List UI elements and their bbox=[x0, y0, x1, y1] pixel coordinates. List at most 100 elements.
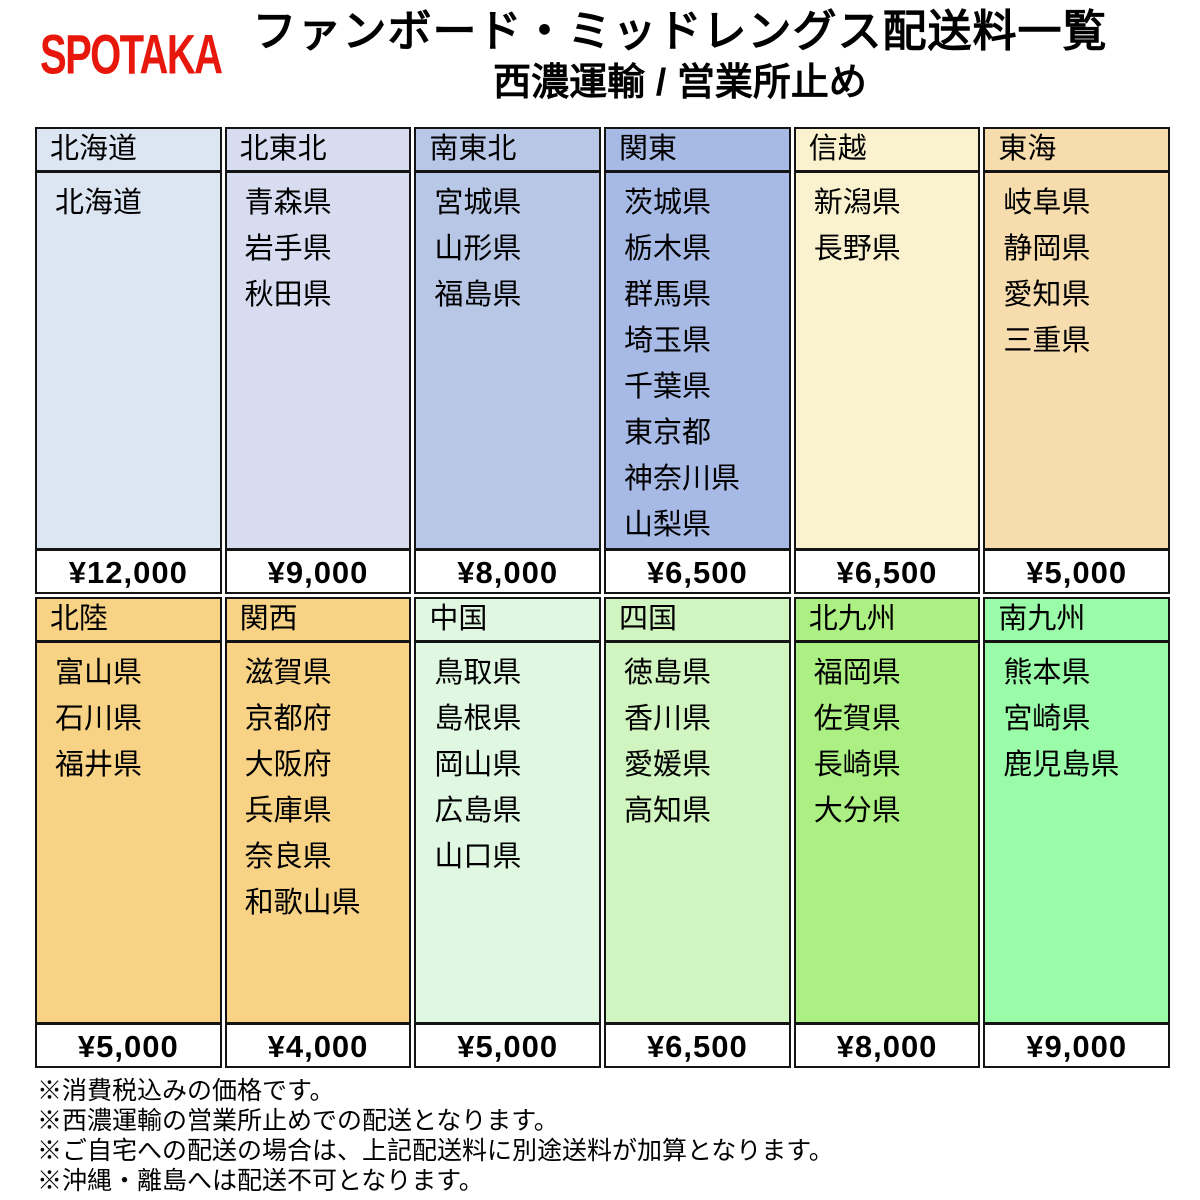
prefecture-item: 京都府 bbox=[244, 703, 332, 735]
region-column: 信越 新潟県 長野県 ¥6,500 bbox=[793, 127, 981, 594]
prefecture-item: 福井県 bbox=[55, 749, 143, 781]
prefecture-list: 熊本県宮崎県鹿児島県 bbox=[985, 643, 1168, 1022]
prefecture-list: 青森県 岩手県 秋田県 bbox=[227, 173, 410, 548]
spotaka-logo: SPOTAKA bbox=[40, 23, 223, 86]
region-column: 北海道 北海道 ¥12,000 bbox=[35, 127, 222, 594]
region-group-north: 北海道 北海道 ¥12,000 北東北 青森県岩手県秋田県 ¥9,000 南東北… bbox=[35, 127, 1171, 594]
prefecture-list: 鳥取県 島根県 岡山県 広島県 山口県 bbox=[416, 643, 599, 1022]
region-column: 北陸 富山県石川県福井県 ¥5,000 bbox=[35, 597, 222, 1068]
prefecture-item: 秋田県 bbox=[244, 279, 332, 311]
prefecture-item: 茨城県 bbox=[624, 187, 712, 219]
prefecture-item: 福島県 bbox=[434, 279, 522, 311]
price-cell: ¥5,000 bbox=[37, 1022, 220, 1066]
prefecture-item: 兵庫県 bbox=[244, 795, 332, 827]
page-header: ファンボード・ミッドレングス配送料一覧 西濃運輸 / 営業所止め bbox=[175, 4, 1185, 106]
prefecture-list: 新潟県 長野県 bbox=[796, 173, 979, 548]
notes: ※消費税込みの価格です。 ※西濃運輸の営業所止めでの配送となります。 ※ご自宅への配… bbox=[37, 1076, 1177, 1196]
prefecture-item: 滋賀県 bbox=[244, 657, 332, 689]
prefecture-item: 山口県 bbox=[434, 841, 522, 873]
prefecture-item: 愛知県 bbox=[1003, 279, 1091, 311]
prefecture-list: 徳島県香川県愛媛県高知県 bbox=[606, 643, 789, 1022]
price-cell: ¥8,000 bbox=[416, 548, 600, 592]
region-column: 関東 茨城県 栃木県 群馬県 埼玉県 千葉県 東京都 神奈川県 山梨県 ¥6,500 bbox=[604, 127, 791, 594]
region-header: 南東北 bbox=[416, 129, 600, 173]
region-column: 中国 鳥取県 島根県 岡山県 広島県 山口県 ¥5,000 bbox=[414, 597, 602, 1068]
note-item: ※消費税込みの価格です。 bbox=[37, 1077, 335, 1105]
prefecture-item: 山形県 bbox=[434, 233, 522, 265]
prefecture-item: 栃木県 bbox=[624, 233, 712, 265]
page-subtitle: 西濃運輸 / 営業所止め bbox=[493, 62, 867, 104]
price-cell: ¥5,000 bbox=[985, 548, 1169, 592]
price-cell: ¥9,000 bbox=[985, 1022, 1169, 1066]
prefecture-item: 広島県 bbox=[434, 795, 522, 827]
region-column: 四国 徳島県香川県愛媛県高知県 ¥6,500 bbox=[604, 597, 791, 1068]
price-cell: ¥9,000 bbox=[226, 548, 410, 592]
prefecture-item: 宮崎県 bbox=[1003, 703, 1091, 735]
note-item: ※沖縄・離島へは配送不可となります。 bbox=[37, 1167, 484, 1195]
prefecture-item: 岡山県 bbox=[434, 749, 522, 781]
prefecture-list: 宮城県 山形県 福島県 bbox=[416, 173, 599, 548]
region-column: 北九州 福岡県佐賀県長崎県大分県 ¥8,000 bbox=[793, 597, 981, 1068]
prefecture-list: 富山県 石川県 福井県 bbox=[37, 643, 220, 1022]
region-column: 南九州 熊本県宮崎県鹿児島県 ¥9,000 bbox=[983, 597, 1171, 1068]
region-header: 南九州 bbox=[985, 599, 1169, 643]
region-header: 関西 bbox=[226, 599, 410, 643]
page-title: ファンボード・ミッドレングス配送料一覧 bbox=[252, 7, 1108, 56]
region-column: 東海 岐阜県静岡県愛知県三重県 ¥5,000 bbox=[983, 127, 1171, 594]
prefecture-item: 福岡県 bbox=[813, 657, 901, 689]
shipping-table: 北海道 北海道 ¥12,000 北東北 青森県岩手県秋田県 ¥9,000 南東北… bbox=[35, 127, 1171, 1068]
prefecture-item: 静岡県 bbox=[1003, 233, 1091, 265]
region-header: 四国 bbox=[606, 599, 789, 643]
prefecture-item: 長崎県 bbox=[813, 749, 901, 781]
region-header: 北海道 bbox=[37, 129, 220, 173]
prefecture-item: 三重県 bbox=[1003, 325, 1091, 357]
prefecture-item: 山梨県 bbox=[624, 509, 712, 541]
prefecture-item: 群馬県 bbox=[624, 279, 712, 311]
price-cell: ¥8,000 bbox=[795, 1022, 979, 1066]
prefecture-item: 鹿児島県 bbox=[1003, 749, 1120, 781]
region-header: 東海 bbox=[985, 129, 1169, 173]
prefecture-item: 高知県 bbox=[624, 795, 712, 827]
prefecture-item: 大分県 bbox=[813, 795, 901, 827]
price-cell: ¥4,000 bbox=[226, 1022, 410, 1066]
prefecture-item: 岩手県 bbox=[244, 233, 332, 265]
prefecture-item: 青森県 bbox=[244, 187, 332, 219]
prefecture-item: 徳島県 bbox=[624, 657, 712, 689]
price-cell: ¥6,500 bbox=[606, 1022, 789, 1066]
region-header: 関東 bbox=[606, 129, 789, 173]
prefecture-item: 和歌山県 bbox=[244, 887, 361, 919]
price-cell: ¥5,000 bbox=[416, 1022, 600, 1066]
region-column: 関西 滋賀県 京都府 大阪府 兵庫県 奈良県 和歌山県 ¥4,000 bbox=[224, 597, 412, 1068]
prefecture-item: 長野県 bbox=[813, 233, 901, 265]
prefecture-item: 富山県 bbox=[55, 657, 143, 689]
prefecture-item: 石川県 bbox=[55, 703, 143, 735]
prefecture-list: 北海道 bbox=[37, 173, 220, 548]
region-header: 中国 bbox=[416, 599, 600, 643]
prefecture-item: 千葉県 bbox=[624, 371, 712, 403]
prefecture-item: 東京都 bbox=[624, 417, 712, 449]
note-item: ※西濃運輸の営業所止めでの配送となります。 bbox=[37, 1107, 559, 1135]
note-item: ※ご自宅への配送の場合は、上記配送料に別途送料が加算となります。 bbox=[37, 1137, 834, 1165]
region-header: 北九州 bbox=[795, 599, 979, 643]
prefecture-list: 茨城県 栃木県 群馬県 埼玉県 千葉県 東京都 神奈川県 山梨県 bbox=[606, 173, 789, 548]
prefecture-item: 大阪府 bbox=[244, 749, 332, 781]
prefecture-item: 宮城県 bbox=[434, 187, 522, 219]
prefecture-list: 滋賀県 京都府 大阪府 兵庫県 奈良県 和歌山県 bbox=[227, 643, 410, 1022]
prefecture-item: 神奈川県 bbox=[624, 463, 741, 495]
region-header: 北東北 bbox=[226, 129, 410, 173]
prefecture-item: 佐賀県 bbox=[813, 703, 901, 735]
region-header: 信越 bbox=[795, 129, 979, 173]
price-cell: ¥6,500 bbox=[606, 548, 789, 592]
prefecture-item: 熊本県 bbox=[1003, 657, 1091, 689]
prefecture-item: 新潟県 bbox=[813, 187, 901, 219]
prefecture-list: 福岡県佐賀県長崎県大分県 bbox=[796, 643, 979, 1022]
prefecture-item: 愛媛県 bbox=[624, 749, 712, 781]
prefecture-list: 岐阜県静岡県愛知県三重県 bbox=[985, 173, 1168, 548]
region-column: 北東北 青森県岩手県秋田県 ¥9,000 bbox=[224, 127, 412, 594]
prefecture-item: 岐阜県 bbox=[1003, 187, 1091, 219]
prefecture-item: 香川県 bbox=[624, 703, 712, 735]
region-header: 北陸 bbox=[37, 599, 220, 643]
region-group-south: 北陸 富山県 石川県 福井県 ¥5,000 関西 滋賀県 京都府 大阪府 兵庫県 奈良県 和歌… bbox=[35, 597, 1171, 1068]
prefecture-item: 北海道 bbox=[55, 187, 143, 219]
